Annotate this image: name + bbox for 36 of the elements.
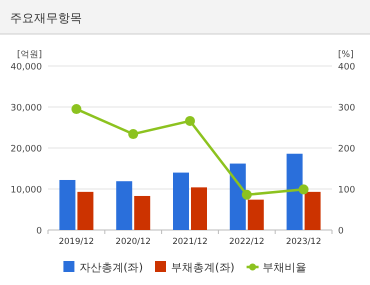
point: [298, 184, 309, 194]
point: [71, 104, 82, 114]
x-tick-label: 2019/12: [58, 237, 94, 247]
bar: [134, 196, 150, 230]
x-tick-label: 2022/12: [229, 237, 264, 247]
y2-tick-label: 200: [338, 144, 356, 154]
y-tick-label: 0: [36, 226, 42, 236]
y2-axis-title: [%]: [338, 50, 354, 60]
bar: [77, 192, 94, 230]
legend-label: 부채총계(좌): [171, 261, 235, 274]
x-tick-label: 2020/12: [116, 237, 151, 247]
bar: [286, 154, 303, 230]
bar: [191, 187, 207, 230]
legend-label: 부채비율: [262, 261, 307, 274]
y-axis-title: [억원]: [16, 50, 42, 60]
y2-tick-label: 0: [338, 226, 344, 236]
chart-title: 주요재무항목: [10, 11, 82, 25]
y-tick-label: 30,000: [10, 104, 42, 114]
bar: [304, 192, 321, 230]
y-tick-label: 10,000: [10, 186, 42, 196]
y2-tick-label: 300: [338, 104, 356, 114]
legend-label: 자산총계(좌): [79, 261, 143, 274]
y-tick-label: 40,000: [10, 62, 42, 72]
y-tick-label: 20,000: [10, 144, 42, 154]
y2-tick-label: 100: [338, 186, 356, 196]
x-tick-label: 2023/12: [286, 237, 322, 247]
point: [242, 190, 252, 200]
bar: [116, 181, 132, 230]
point: [185, 116, 195, 126]
y2-tick-label: 400: [338, 62, 356, 72]
bar: [248, 200, 264, 230]
bar: [59, 180, 76, 230]
point: [128, 129, 138, 140]
bar: [173, 172, 189, 230]
bar: [230, 164, 246, 230]
x-tick-label: 2021/12: [172, 237, 208, 247]
